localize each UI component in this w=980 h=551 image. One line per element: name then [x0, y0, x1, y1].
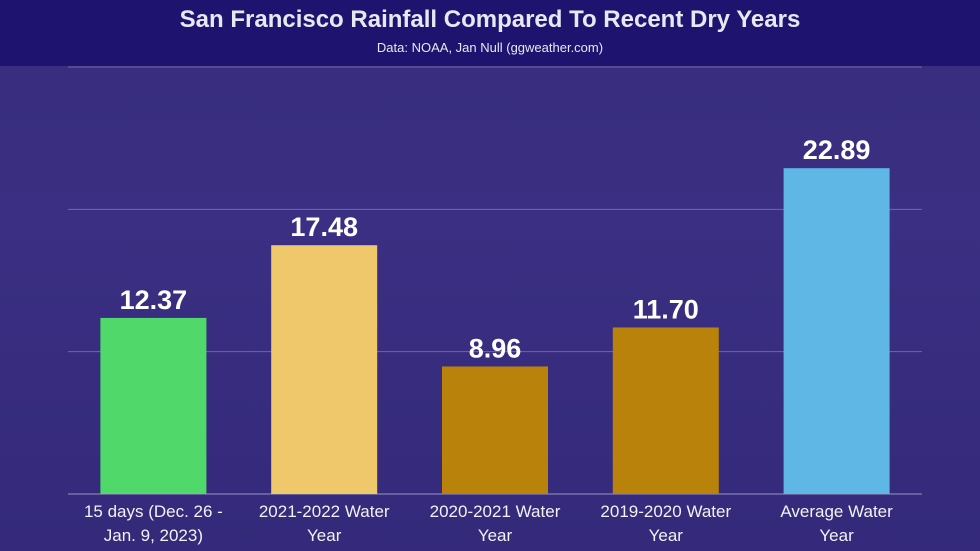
x-tick-label: 2020-2021 Water [430, 502, 561, 521]
data-label: 17.48 [290, 212, 358, 242]
x-tick-label: 2021-2022 Water [259, 502, 390, 521]
x-tick-label: 2019-2020 Water [600, 502, 731, 521]
x-tick-label: Year [819, 526, 854, 545]
x-tick-label: Average Water [780, 502, 893, 521]
bar [100, 317, 207, 494]
header-band: San Francisco Rainfall Compared To Recen… [0, 0, 980, 66]
data-label: 22.89 [803, 135, 871, 165]
bar [783, 168, 890, 494]
x-tick-label: Jan. 9, 2023) [104, 526, 203, 545]
bar [271, 245, 378, 494]
x-tick-label: Year [307, 526, 342, 545]
data-label: 12.37 [120, 285, 188, 315]
chart-title: San Francisco Rainfall Compared To Recen… [179, 6, 801, 33]
data-label: 8.96 [469, 333, 522, 363]
x-tick-label: 15 days (Dec. 26 - [84, 502, 223, 521]
data-label: 11.70 [633, 294, 699, 324]
x-tick-label: Year [478, 526, 513, 545]
chart-subtitle: Data: NOAA, Jan Null (ggweather.com) [376, 40, 604, 55]
bar [612, 327, 719, 494]
bar [442, 366, 548, 494]
x-tick-label: Year [649, 526, 684, 545]
